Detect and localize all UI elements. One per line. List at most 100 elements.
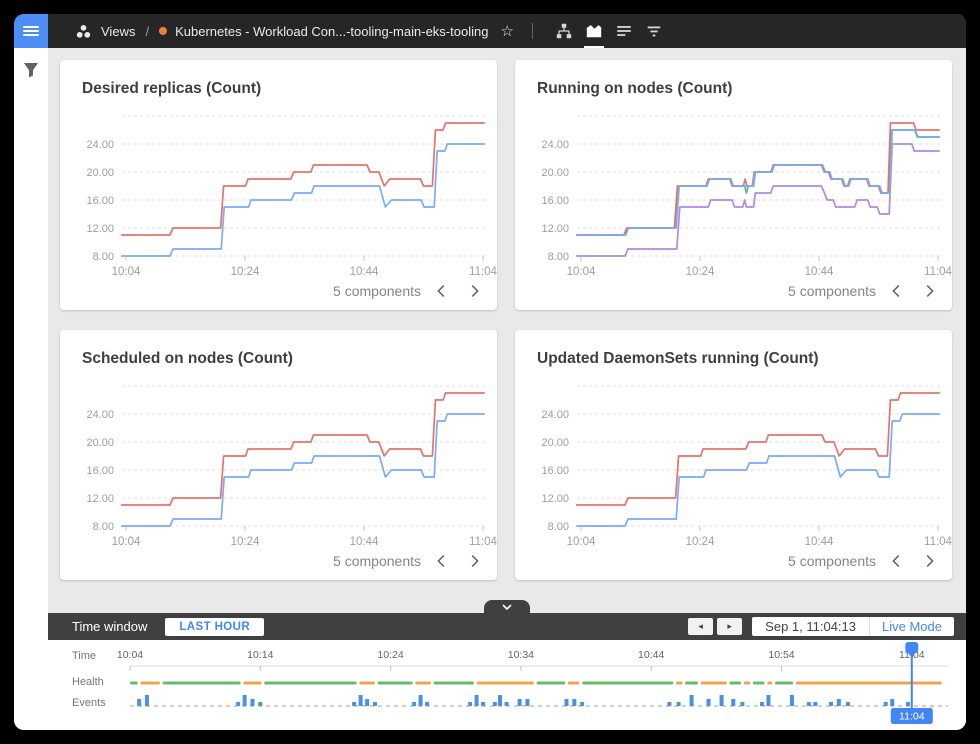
svg-text:20.00: 20.00 — [541, 437, 569, 449]
svg-text:16.00: 16.00 — [86, 195, 114, 207]
svg-text:10:44: 10:44 — [805, 266, 834, 278]
timeline-row-label-health: Health — [72, 676, 104, 688]
svg-text:10:54: 10:54 — [768, 649, 794, 661]
svg-text:10:44: 10:44 — [350, 266, 379, 278]
svg-text:11:04: 11:04 — [899, 711, 925, 723]
timeline-row-label-time: Time — [72, 650, 97, 662]
view-mode-switcher — [549, 14, 669, 48]
svg-text:12.00: 12.00 — [86, 493, 114, 505]
svg-text:12.00: 12.00 — [86, 223, 114, 235]
line-chart[interactable]: 8.00 12.00 16.00 20.00 24.00 10:04 10:24 10:44 1… — [515, 104, 952, 289]
chevron-left-icon — [892, 285, 900, 297]
svg-text:8.00: 8.00 — [548, 251, 569, 263]
collapse-timebar-button[interactable] — [484, 600, 530, 613]
svg-text:11:04: 11:04 — [924, 536, 952, 548]
svg-text:8.00: 8.00 — [93, 521, 114, 533]
prev-page-button[interactable] — [431, 550, 453, 572]
svg-text:10:24: 10:24 — [377, 649, 403, 661]
svg-text:12.00: 12.00 — [541, 223, 569, 235]
svg-text:10:04: 10:04 — [117, 649, 143, 661]
svg-text:10:04: 10:04 — [567, 266, 596, 278]
prev-page-button[interactable] — [886, 550, 908, 572]
chevron-left-icon — [892, 555, 900, 567]
prev-page-button[interactable] — [886, 280, 908, 302]
chart-title: Scheduled on nodes (Count) — [82, 350, 293, 367]
time-range-button[interactable]: LAST HOUR — [165, 617, 265, 636]
list-view-button[interactable] — [609, 14, 639, 48]
next-page-button[interactable] — [463, 280, 485, 302]
svg-text:10:04: 10:04 — [112, 536, 141, 548]
timeline-panel: Time Health Events 10:04 10:14 10:24 10:34 1… — [48, 640, 966, 730]
svg-text:10:24: 10:24 — [231, 536, 260, 548]
chevron-left-icon — [437, 555, 445, 567]
breadcrumb-separator: / — [145, 23, 150, 39]
datetime-value[interactable]: Sep 1, 11:04:13 — [765, 619, 857, 634]
next-page-button[interactable] — [463, 550, 485, 572]
prev-page-button[interactable] — [431, 280, 453, 302]
top-navigation-bar: Views / Kubernetes - Workload Con...-too… — [14, 14, 966, 48]
svg-text:8.00: 8.00 — [93, 251, 114, 263]
time-window-bar: Time window LAST HOUR ◂ ▸ Sep 1, 11:04:1… — [48, 613, 966, 640]
datetime-control: Sep 1, 11:04:13 Live Mode — [752, 617, 954, 636]
time-step-forward-button[interactable]: ▸ — [717, 618, 743, 635]
svg-text:12.00: 12.00 — [541, 493, 569, 505]
chart-title: Running on nodes (Count) — [537, 80, 733, 97]
svg-text:10:34: 10:34 — [508, 649, 534, 661]
funnel-icon — [24, 63, 38, 78]
svg-text:11:04: 11:04 — [924, 266, 952, 278]
timeline-row-label-events: Events — [72, 697, 106, 709]
chart-card-updated-daemonsets: Updated DaemonSets running (Count) 8.00 1… — [515, 330, 952, 580]
svg-text:10:44: 10:44 — [805, 536, 834, 548]
chart-view-button[interactable] — [579, 14, 609, 48]
next-page-button[interactable] — [918, 550, 940, 572]
left-sidebar — [14, 48, 48, 730]
notes-icon — [617, 26, 631, 36]
breadcrumb-title: Kubernetes - Workload Con...-tooling-mai… — [175, 23, 489, 39]
star-icon[interactable]: ☆ — [500, 23, 514, 40]
components-count: 5 components — [788, 283, 876, 299]
svg-text:20.00: 20.00 — [86, 437, 114, 449]
svg-text:10:04: 10:04 — [567, 536, 596, 548]
breadcrumb-views[interactable]: Views — [101, 23, 136, 39]
filter-list-icon — [647, 26, 661, 37]
svg-text:16.00: 16.00 — [86, 465, 114, 477]
svg-text:20.00: 20.00 — [86, 167, 114, 179]
svg-text:24.00: 24.00 — [86, 409, 114, 421]
svg-text:10:24: 10:24 — [231, 266, 260, 278]
chart-card-scheduled-on-nodes: Scheduled on nodes (Count) 8.00 12.00 16.0… — [60, 330, 497, 580]
main-content: Desired replicas (Count) 8.00 12.00 16.00 2… — [48, 48, 966, 730]
dashboard-grid: Desired replicas (Count) 8.00 12.00 16.00 2… — [48, 48, 966, 580]
svg-text:24.00: 24.00 — [541, 139, 569, 151]
topbar-divider — [531, 23, 533, 39]
next-page-button[interactable] — [918, 280, 940, 302]
chevron-right-icon — [471, 555, 479, 567]
chevron-right-icon — [926, 285, 934, 297]
line-chart[interactable]: 8.00 12.00 16.00 20.00 24.00 10:04 10:24 10:44 1… — [515, 374, 952, 559]
chevron-down-icon — [502, 603, 512, 610]
svg-text:16.00: 16.00 — [541, 195, 569, 207]
svg-text:10:14: 10:14 — [247, 649, 273, 661]
svg-text:11:04: 11:04 — [469, 536, 497, 548]
filter-list-button[interactable] — [639, 14, 669, 48]
svg-text:24.00: 24.00 — [541, 409, 569, 421]
menu-button[interactable] — [14, 14, 48, 48]
views-icon — [76, 24, 91, 38]
svg-text:11:04: 11:04 — [469, 266, 497, 278]
breadcrumb: Views / Kubernetes - Workload Con...-too… — [74, 22, 514, 41]
time-step-back-button[interactable]: ◂ — [688, 618, 714, 635]
filter-button[interactable] — [21, 60, 41, 80]
time-window-label: Time window — [72, 619, 148, 634]
chevron-right-icon — [926, 555, 934, 567]
area-chart-icon — [586, 25, 602, 38]
live-mode-button[interactable]: Live Mode — [869, 617, 954, 636]
svg-text:24.00: 24.00 — [86, 139, 114, 151]
line-chart[interactable]: 8.00 12.00 16.00 20.00 24.00 10:04 10:24 10:44 1… — [60, 104, 497, 289]
line-chart[interactable]: 8.00 12.00 16.00 20.00 24.00 10:04 10:24 10:44 1… — [60, 374, 497, 559]
hierarchy-icon — [556, 23, 572, 39]
components-count: 5 components — [333, 283, 421, 299]
chart-title: Updated DaemonSets running (Count) — [537, 350, 819, 367]
hierarchy-view-button[interactable] — [549, 14, 579, 48]
svg-text:10:44: 10:44 — [638, 649, 664, 661]
svg-text:10:24: 10:24 — [686, 266, 715, 278]
